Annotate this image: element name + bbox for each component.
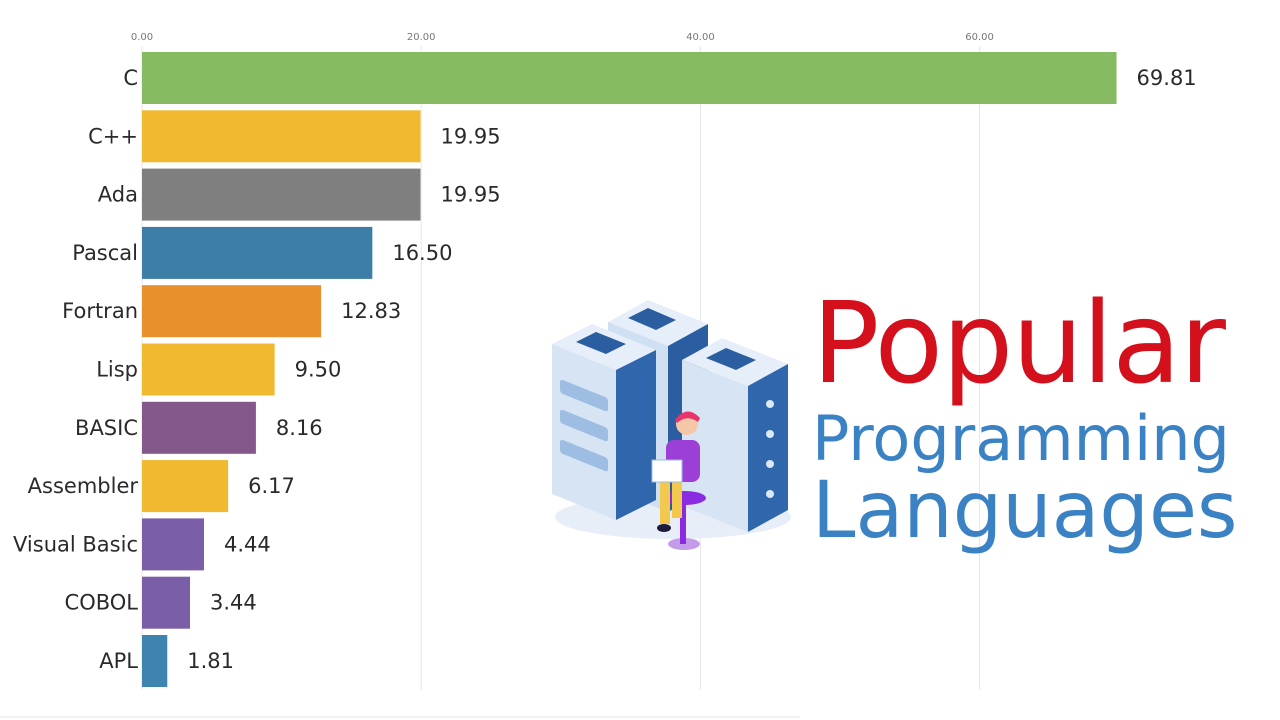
title-block: Popular Programming Languages — [812, 288, 1272, 550]
category-label-5: Lisp — [96, 358, 138, 382]
bar-10 — [142, 635, 168, 687]
category-label-4: Fortran — [62, 299, 138, 323]
value-label-1: 19.95 — [441, 124, 501, 148]
category-label-6: BASIC — [75, 416, 138, 440]
value-label-2: 19.95 — [441, 183, 501, 207]
bar-5 — [142, 343, 275, 396]
bar-2 — [142, 168, 421, 221]
title-line-popular: Popular — [812, 279, 1226, 409]
value-label-6: 8.16 — [276, 416, 323, 440]
bar-6 — [142, 401, 256, 454]
x-tick-label-0: 0.00 — [131, 32, 153, 43]
bottom-divider — [0, 716, 800, 718]
category-label-1: C++ — [88, 124, 138, 148]
x-tick-label-1: 20.00 — [407, 32, 436, 43]
category-label-2: Ada — [98, 183, 138, 207]
category-label-0: C — [123, 66, 138, 90]
value-label-10: 1.81 — [187, 649, 234, 673]
bar-0 — [142, 52, 1117, 104]
bar-1 — [142, 110, 421, 163]
x-tick-label-3: 60.00 — [965, 32, 994, 43]
bar-7 — [142, 460, 229, 513]
value-label-5: 9.50 — [295, 358, 342, 382]
category-label-10: APL — [99, 649, 138, 673]
title-line-languages: Languages — [812, 466, 1238, 556]
value-label-0: 69.81 — [1137, 66, 1197, 90]
bar-4 — [142, 285, 322, 338]
bar-3 — [142, 226, 373, 279]
category-label-3: Pascal — [72, 241, 138, 265]
x-tick-label-2: 40.00 — [686, 32, 715, 43]
value-label-4: 12.83 — [341, 299, 401, 323]
category-label-7: Assembler — [28, 474, 139, 498]
value-label-7: 6.17 — [248, 474, 295, 498]
bar-8 — [142, 518, 204, 571]
bar-9 — [142, 576, 191, 629]
server-racks-with-programmer-icon — [552, 300, 791, 550]
value-label-9: 3.44 — [210, 591, 257, 615]
title-line-programming: Programming — [812, 402, 1230, 475]
value-label-3: 16.50 — [392, 241, 452, 265]
category-label-9: COBOL — [65, 591, 139, 615]
value-label-8: 4.44 — [224, 532, 271, 556]
category-label-8: Visual Basic — [13, 532, 138, 556]
